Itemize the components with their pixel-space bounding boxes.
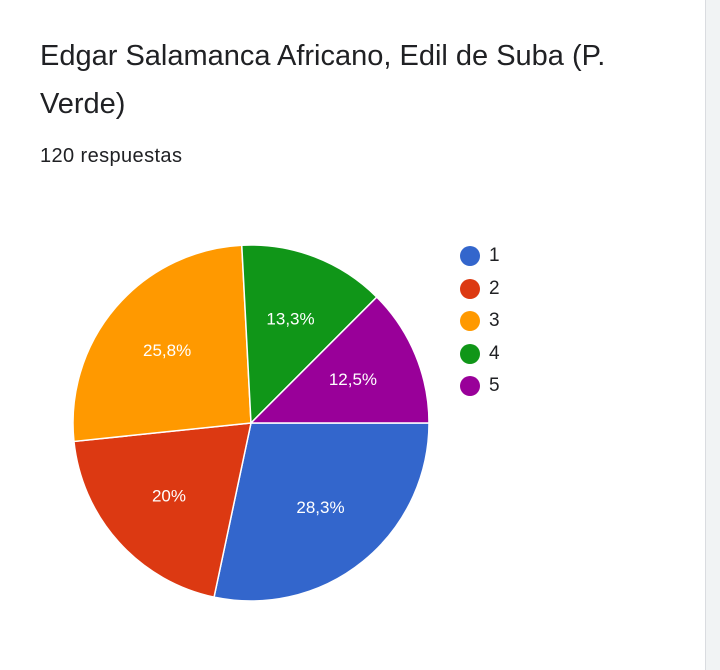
legend-dot-4 <box>460 343 480 364</box>
legend-label-4: 4 <box>489 342 500 364</box>
pie-label-1: 28,3% <box>296 498 344 517</box>
pie-slice-4[interactable] <box>240 244 378 425</box>
legend-item-5[interactable]: 5 <box>460 370 500 403</box>
response-count: 120 respuestas <box>40 145 183 167</box>
legend-dot-5 <box>460 376 480 397</box>
pie-label-2: 20% <box>152 486 186 505</box>
legend-item-4[interactable]: 4 <box>460 338 500 371</box>
legend-dot-3 <box>460 311 480 332</box>
legend-label-2: 2 <box>489 277 500 299</box>
pie-slice-5[interactable] <box>249 295 430 424</box>
pie-slice-3[interactable] <box>72 244 252 443</box>
pie-slice-1[interactable] <box>213 422 430 602</box>
pie-label-3: 25,8% <box>143 341 191 360</box>
legend-label-5: 5 <box>489 375 500 397</box>
legend-item-3[interactable]: 3 <box>460 305 500 338</box>
legend-label-3: 3 <box>489 310 500 332</box>
legend-label-1: 1 <box>489 245 500 267</box>
pie-label-5: 12,5% <box>329 370 377 389</box>
legend-item-2[interactable]: 2 <box>460 273 500 306</box>
legend-dot-2 <box>460 278 480 299</box>
question-title: Edgar Salamanca Africano, Edil de Suba (… <box>40 40 606 120</box>
pie-label-4: 13,3% <box>266 309 314 328</box>
legend-item-1[interactable]: 1 <box>460 240 500 273</box>
pie-slice-2[interactable] <box>73 422 252 599</box>
legend-dot-1 <box>460 246 480 267</box>
chart-legend: 1 2 3 4 5 <box>460 240 500 403</box>
